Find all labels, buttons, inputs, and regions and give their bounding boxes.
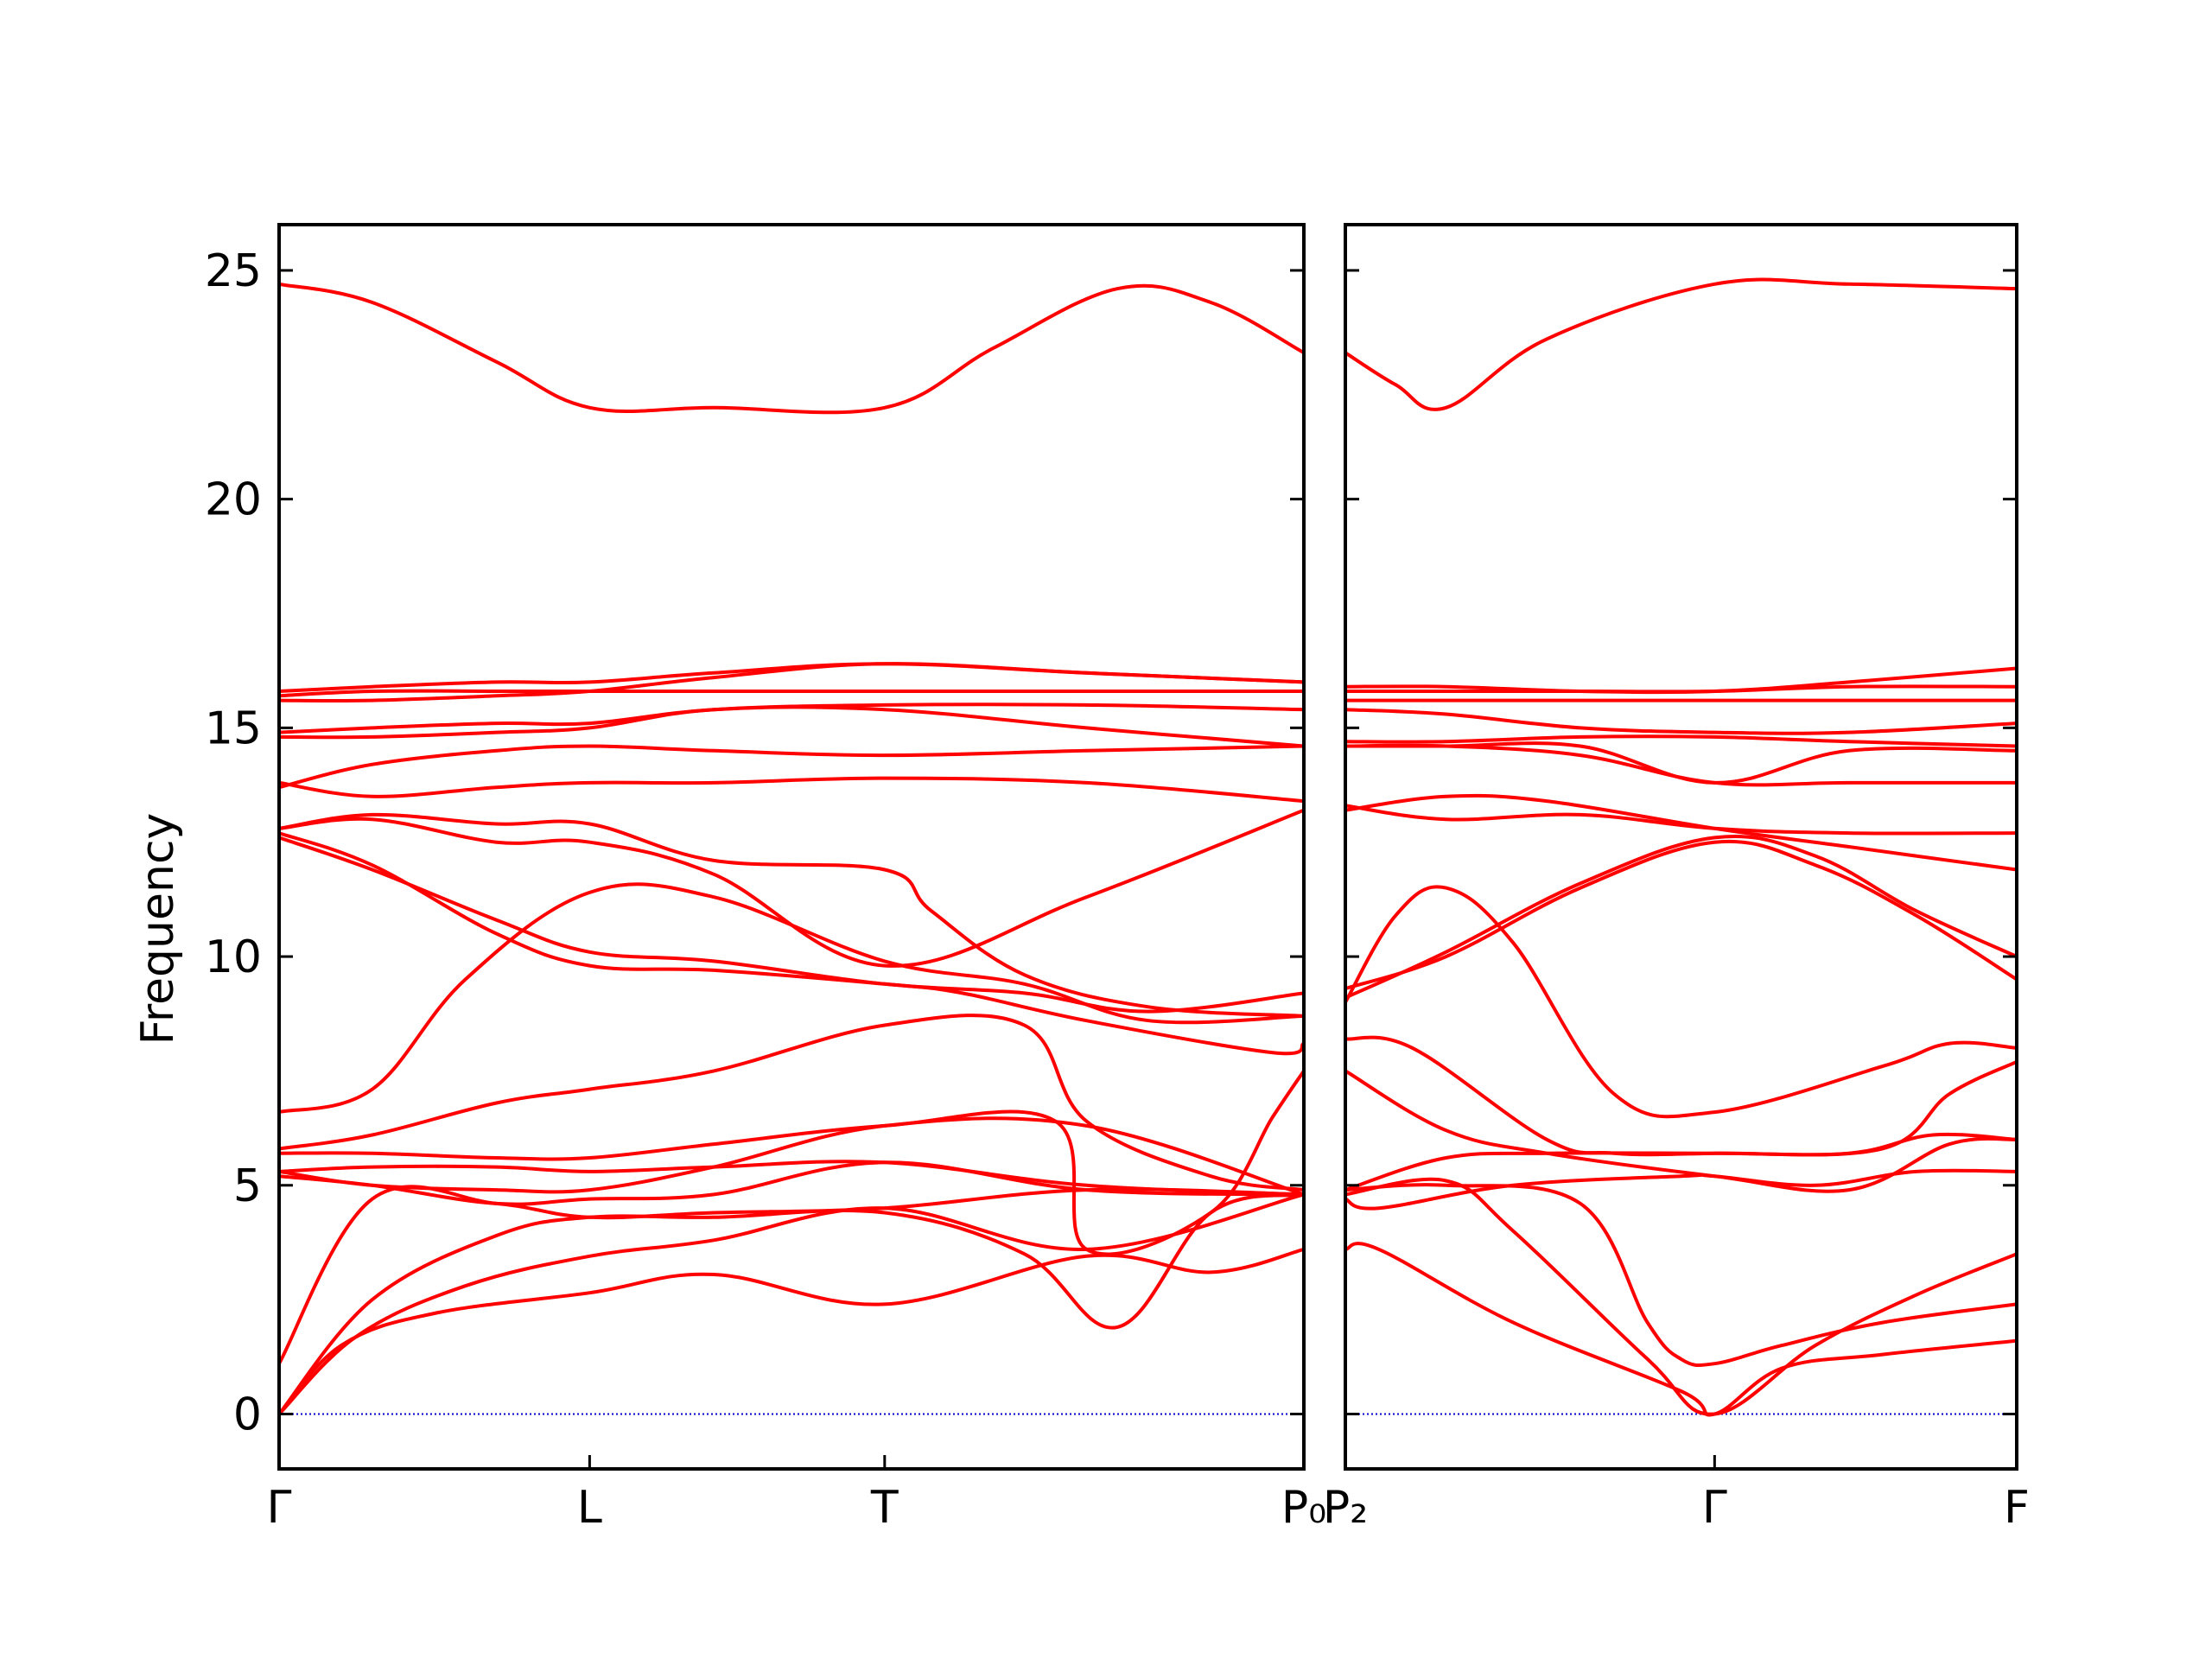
y-tick-label: 10 <box>205 931 262 983</box>
band-left-14 <box>279 812 1304 1018</box>
band-right-3 <box>1345 1183 2017 1368</box>
band-left-1 <box>279 1247 1304 1416</box>
left-plot-frame <box>277 223 1306 1471</box>
band-right-5 <box>1345 1177 2017 1416</box>
band-right-2 <box>1345 1168 2017 1211</box>
y-ticks-right <box>1345 269 2017 1415</box>
y-axis-label: Frequency <box>132 813 184 1046</box>
band-right-7 <box>1345 1035 2017 1157</box>
y-ticks: 0 5 10 15 20 25 <box>205 245 1304 1440</box>
band-curves-left <box>279 282 1304 1416</box>
y-tick-label: 25 <box>205 245 262 297</box>
band-right-8 <box>1345 885 2017 1119</box>
band-right-16 <box>1345 708 2017 735</box>
x-tick-label: P₂ <box>1323 1482 1368 1534</box>
band-left-19 <box>279 662 1304 702</box>
band-left-3 <box>279 1192 1304 1416</box>
y-tick-label: 0 <box>233 1389 262 1440</box>
band-right-11 <box>1345 793 2017 872</box>
band-left-22 <box>279 282 1304 415</box>
band-right-9 <box>1345 839 2017 991</box>
band-right-12 <box>1345 804 2017 836</box>
band-right-15 <box>1345 734 2017 748</box>
band-left-5 <box>279 1160 1304 1206</box>
x-ticks-right: P₂ Γ F <box>1323 1455 2030 1534</box>
x-tick-label: T <box>870 1482 899 1534</box>
band-left-10 <box>279 882 1304 1115</box>
band-left-11 <box>279 836 1304 1014</box>
y-tick-label: 5 <box>233 1160 262 1212</box>
y-tick-label: 15 <box>205 702 262 754</box>
band-left-16 <box>279 744 1304 790</box>
band-right-14 <box>1345 741 2017 785</box>
band-right-1 <box>1345 1242 2017 1417</box>
band-left-8 <box>279 1069 1304 1256</box>
band-left-2 <box>279 1192 1304 1416</box>
band-left-15 <box>279 776 1304 804</box>
band-right-19 <box>1345 666 2017 695</box>
left-panel: 0 5 10 15 20 25 Γ L T P₀ <box>205 223 1326 1534</box>
right-plot-frame <box>1344 223 2018 1471</box>
band-right-10 <box>1345 834 2017 1000</box>
x-tick-label: Γ <box>1702 1482 1727 1534</box>
band-curves-right <box>1345 277 2017 1417</box>
band-left-9 <box>279 1014 1304 1192</box>
x-tick-label: Γ <box>267 1482 292 1534</box>
right-panel: P₂ Γ F <box>1323 223 2030 1534</box>
x-tick-label: P₀ <box>1281 1482 1326 1534</box>
band-left-12 <box>279 831 1304 1056</box>
y-tick-label: 20 <box>205 474 262 526</box>
x-ticks-left: Γ L T P₀ <box>267 1455 1326 1534</box>
band-left-20 <box>279 689 1304 698</box>
x-tick-label: L <box>577 1482 602 1534</box>
band-right-6 <box>1345 1069 2017 1193</box>
x-tick-label: F <box>2004 1482 2030 1534</box>
band-left-13 <box>279 808 1304 968</box>
band-left-18 <box>279 702 1304 734</box>
band-left-7 <box>279 1116 1304 1197</box>
band-left-21 <box>279 662 1304 693</box>
band-right-20 <box>1345 277 2017 411</box>
